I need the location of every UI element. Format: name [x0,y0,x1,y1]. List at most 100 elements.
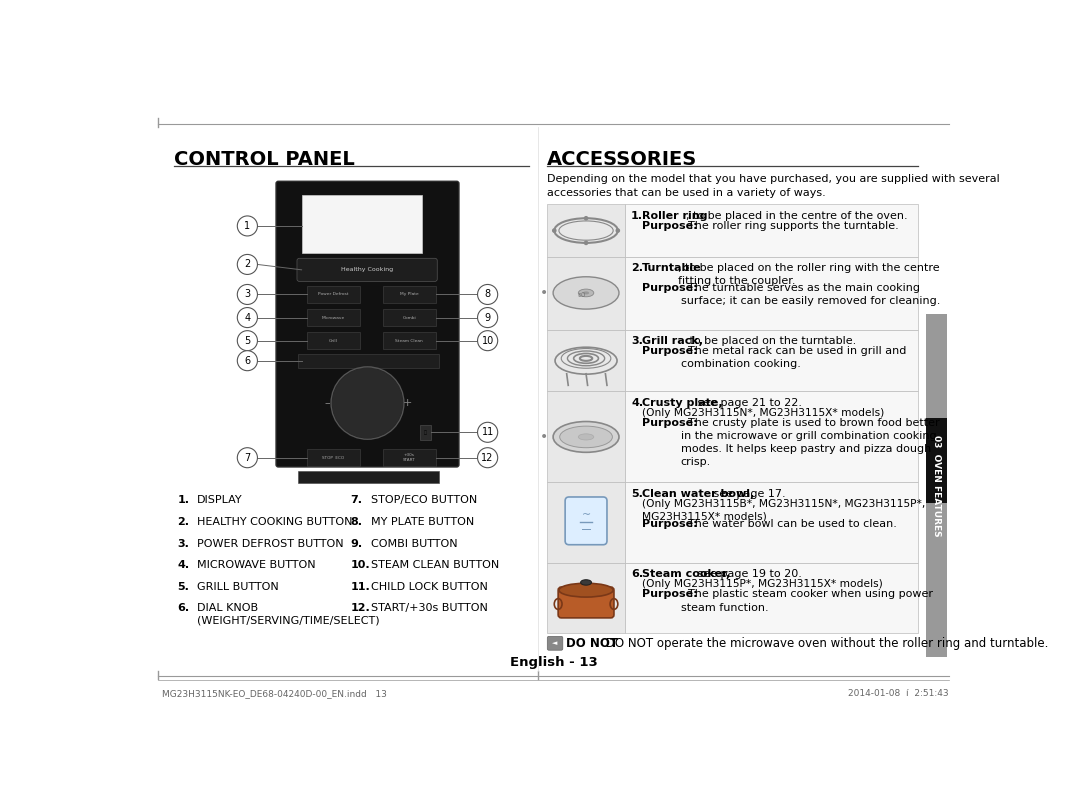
Text: 7.: 7. [350,496,363,505]
Text: 2: 2 [244,260,251,269]
Text: Steam cooker,: Steam cooker, [642,569,730,580]
Ellipse shape [581,580,592,585]
Text: 2014-01-08  í  2:51:43: 2014-01-08 í 2:51:43 [848,690,948,699]
Text: Clean water bowl,: Clean water bowl, [642,489,754,498]
Text: ε0: ε0 [578,292,586,299]
Text: The turntable serves as the main cooking
surface; it can be easily removed for c: The turntable serves as the main cooking… [680,283,940,307]
Bar [548,204,625,257]
Text: ACCESSORIES: ACCESSORIES [548,150,698,169]
Text: GRILL BUTTON: GRILL BUTTON [197,581,279,592]
Text: 6.: 6. [631,569,643,580]
Text: The roller ring supports the turntable.: The roller ring supports the turntable. [680,220,899,230]
FancyBboxPatch shape [297,258,437,281]
Text: +: + [403,398,413,408]
Text: 10.: 10. [350,560,370,570]
FancyBboxPatch shape [558,587,613,618]
Text: Steam Clean: Steam Clean [395,339,423,343]
Text: Crusty plate,: Crusty plate, [642,398,723,408]
Circle shape [238,307,257,328]
Bar [625,482,918,563]
Ellipse shape [578,289,594,297]
Text: , to be placed on the roller ring with the centre
fitting to the coupler.: , to be placed on the roller ring with t… [678,263,940,286]
Text: DIAL KNOB
(WEIGHT/SERVING/TIME/SELECT): DIAL KNOB (WEIGHT/SERVING/TIME/SELECT) [197,604,380,626]
Text: 3.: 3. [177,539,189,549]
Circle shape [583,241,589,246]
Text: 1.: 1. [631,211,643,220]
Circle shape [238,447,257,468]
Text: 11: 11 [482,428,494,437]
Circle shape [238,331,257,351]
Text: 6: 6 [244,356,251,366]
Circle shape [238,351,257,371]
Bar [279,184,457,465]
Ellipse shape [553,276,619,309]
Bar [298,470,438,483]
Text: The water bowl can be used to clean.: The water bowl can be used to clean. [680,519,896,528]
Text: 8: 8 [485,289,490,299]
Text: 9.: 9. [350,539,363,549]
Text: CONTROL PANEL: CONTROL PANEL [174,150,354,169]
Text: 6.: 6. [177,604,190,613]
Text: 3: 3 [244,289,251,299]
Text: 5: 5 [244,336,251,345]
Text: 3.: 3. [631,336,643,346]
Circle shape [616,228,620,233]
Text: DO NOT: DO NOT [566,637,618,649]
Circle shape [477,307,498,328]
Ellipse shape [553,421,619,452]
Text: Purpose:: Purpose: [642,589,698,600]
Text: 5.: 5. [177,581,189,592]
Text: (Only MG23H3115N*, MG23H3115X* models): (Only MG23H3115N*, MG23H3115X* models) [642,408,885,417]
Text: CHILD LOCK BUTTON: CHILD LOCK BUTTON [372,581,488,592]
Bar [625,257,918,330]
Text: Grill: Grill [329,339,338,343]
Bar [301,195,422,253]
Bar [307,309,360,326]
Text: MG23H3115NK-EO_DE68-04240D-00_EN.indd   13: MG23H3115NK-EO_DE68-04240D-00_EN.indd 13 [162,690,387,699]
Text: see page 19 to 20.: see page 19 to 20. [694,569,802,580]
Text: MICROWAVE BUTTON: MICROWAVE BUTTON [197,560,315,570]
Text: 9: 9 [485,313,490,322]
Text: 2.: 2. [177,517,190,527]
Text: ψ/⊙: ψ/⊙ [357,371,378,381]
Text: ~: ~ [581,510,591,520]
Text: COMBI BUTTON: COMBI BUTTON [372,539,458,549]
Text: ◄: ◄ [552,640,557,646]
Text: to be placed on the turntable.: to be placed on the turntable. [686,336,856,346]
Bar [548,482,625,563]
Ellipse shape [559,583,613,597]
Text: POWER DEFROST BUTTON: POWER DEFROST BUTTON [197,539,343,549]
Bar [548,563,625,633]
FancyBboxPatch shape [565,497,607,545]
Text: HEALTHY COOKING BUTTON: HEALTHY COOKING BUTTON [197,517,352,527]
Circle shape [333,368,403,438]
Text: 4.: 4. [177,560,190,570]
Ellipse shape [559,426,612,447]
Bar [625,563,918,633]
Text: Turntable: Turntable [642,263,702,273]
Text: •: • [540,286,549,300]
Text: STEAM CLEAN BUTTON: STEAM CLEAN BUTTON [372,560,500,570]
Circle shape [238,254,257,275]
Circle shape [238,216,257,236]
Bar [548,391,625,482]
Text: Grill rack,: Grill rack, [642,336,703,346]
Bar [307,449,360,466]
Bar [383,332,435,349]
Text: 8.: 8. [350,517,363,527]
Circle shape [477,284,498,304]
Text: Combi: Combi [403,315,416,319]
Text: +30s
START: +30s START [403,453,416,462]
Text: 12: 12 [482,453,494,463]
Text: STOP/ECO BUTTON: STOP/ECO BUTTON [372,496,477,505]
Text: STOP  ECO: STOP ECO [322,455,345,459]
Circle shape [477,422,498,442]
Circle shape [477,447,498,468]
Text: Purpose:: Purpose: [642,417,698,428]
Bar [298,354,438,367]
Text: Power Defrost: Power Defrost [319,292,349,296]
Bar [383,286,435,303]
Text: Healthy Cooking: Healthy Cooking [341,268,393,272]
Ellipse shape [578,434,594,440]
Ellipse shape [583,291,590,295]
